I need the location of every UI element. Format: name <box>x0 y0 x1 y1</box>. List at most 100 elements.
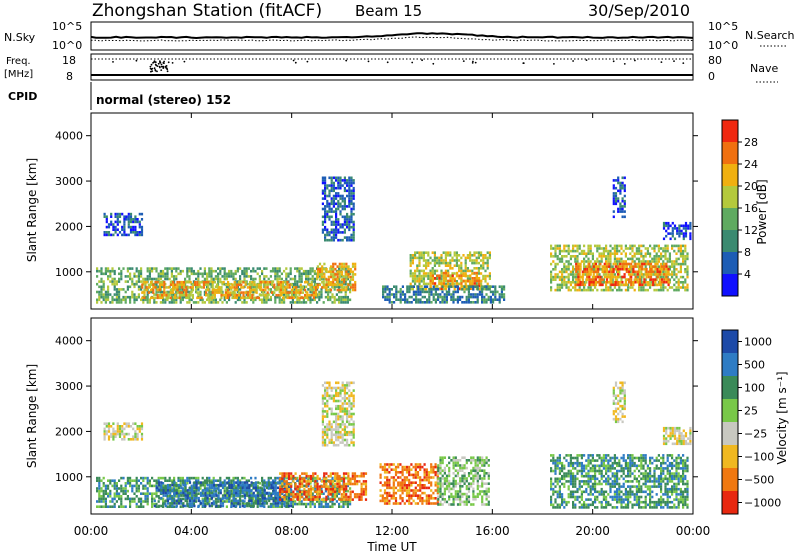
heatmap-cell <box>482 267 485 270</box>
heatmap-cell <box>137 269 140 273</box>
heatmap-cell <box>579 275 582 279</box>
heatmap-cell <box>102 482 105 485</box>
heatmap-cell <box>629 268 632 271</box>
heatmap-cell <box>269 288 272 291</box>
heatmap-cell <box>243 269 246 273</box>
heatmap-cell <box>605 273 608 276</box>
heatmap-cell <box>224 483 227 487</box>
heatmap-cell <box>343 207 346 211</box>
heatmap-cell <box>411 277 414 280</box>
heatmap-cell <box>428 293 431 296</box>
heatmap-cell <box>180 486 183 490</box>
heatmap-cell <box>160 486 163 490</box>
heatmap-cell <box>179 272 182 276</box>
heatmap-cell <box>248 486 251 490</box>
heatmap-cell <box>219 491 222 495</box>
heatmap-cell <box>473 251 476 254</box>
heatmap-cell <box>153 293 156 296</box>
heatmap-cell <box>177 486 181 490</box>
heatmap-cell <box>618 286 621 289</box>
heatmap-cell <box>188 277 191 281</box>
heatmap-cell <box>644 265 647 268</box>
heatmap-cell <box>104 489 107 493</box>
heatmap-cell <box>283 269 286 273</box>
heatmap-cell <box>124 275 127 278</box>
heatmap-cell <box>152 288 155 292</box>
heatmap-cell <box>623 184 626 187</box>
heatmap-cell <box>343 179 346 182</box>
heatmap-cell <box>124 489 127 493</box>
heatmap-cell <box>603 267 606 271</box>
heatmap-cell <box>556 262 559 266</box>
heatmap-cell <box>416 277 419 280</box>
heatmap-cell <box>322 500 325 503</box>
heatmap-cell <box>338 280 341 283</box>
heatmap-cell <box>666 260 669 263</box>
heatmap-cell <box>611 278 614 281</box>
heatmap-cell <box>657 260 660 263</box>
heatmap-cell <box>320 502 323 506</box>
heatmap-cell <box>274 275 277 278</box>
heatmap-cell <box>164 484 167 488</box>
heatmap-cell <box>464 267 467 270</box>
heatmap-cell <box>649 281 652 284</box>
heatmap-cell <box>239 499 242 503</box>
heatmap-cell <box>598 260 601 263</box>
heatmap-cell <box>313 277 316 281</box>
heatmap-cell <box>103 212 106 216</box>
heatmap-cell <box>348 199 351 203</box>
heatmap-cell <box>111 277 114 281</box>
heatmap-cell <box>324 215 327 219</box>
heatmap-cell <box>486 261 489 265</box>
heatmap-cell <box>288 286 291 289</box>
heatmap-cell <box>352 233 355 237</box>
heatmap-cell <box>102 484 105 488</box>
heatmap-cell <box>469 277 472 280</box>
heatmap-cell <box>165 293 168 297</box>
heatmap-cell <box>120 288 123 291</box>
heatmap-cell <box>574 286 577 289</box>
heatmap-cell <box>388 295 391 299</box>
heatmap-cell <box>665 275 668 279</box>
heatmap-cell <box>384 285 387 288</box>
heatmap-cell <box>153 504 156 508</box>
heatmap-cell <box>418 261 421 265</box>
heatmap-cell <box>623 194 626 198</box>
heatmap-cell <box>182 491 185 495</box>
heatmap-cell <box>252 483 255 487</box>
heatmap-cell <box>485 298 488 301</box>
heatmap-cell <box>656 262 659 266</box>
heatmap-cell <box>675 262 678 266</box>
heatmap-cell <box>354 283 357 287</box>
heatmap-cell <box>244 283 247 287</box>
heatmap-cell <box>185 288 188 292</box>
heatmap-cell <box>349 487 352 490</box>
heatmap-cell <box>262 280 265 284</box>
heatmap-cell <box>201 275 204 278</box>
heatmap-cell <box>239 479 242 482</box>
heatmap-cell <box>113 272 116 276</box>
heatmap-cell <box>272 505 275 508</box>
heatmap-cell <box>455 280 458 283</box>
heatmap-cell <box>191 486 194 490</box>
heatmap-cell <box>591 252 594 255</box>
heatmap-cell <box>232 272 235 276</box>
heatmap-cell <box>306 291 309 294</box>
heatmap-cell <box>146 489 149 493</box>
heatmap-cell <box>135 487 138 490</box>
heatmap-cell <box>158 489 161 492</box>
heatmap-cell <box>462 287 465 291</box>
heatmap-cell <box>586 267 589 271</box>
heatmap-cell <box>179 301 182 304</box>
heatmap-cell <box>442 279 445 283</box>
heatmap-cell <box>335 212 338 216</box>
heatmap-cell <box>349 270 352 274</box>
heatmap-cell <box>475 274 478 277</box>
heatmap-cell <box>586 270 589 274</box>
heatmap-cell <box>484 256 487 260</box>
heatmap-cell <box>664 255 667 258</box>
heatmap-cell <box>213 293 216 297</box>
heatmap-cell <box>302 269 305 273</box>
heatmap-cell <box>346 220 349 224</box>
heatmap-cell <box>285 472 288 475</box>
